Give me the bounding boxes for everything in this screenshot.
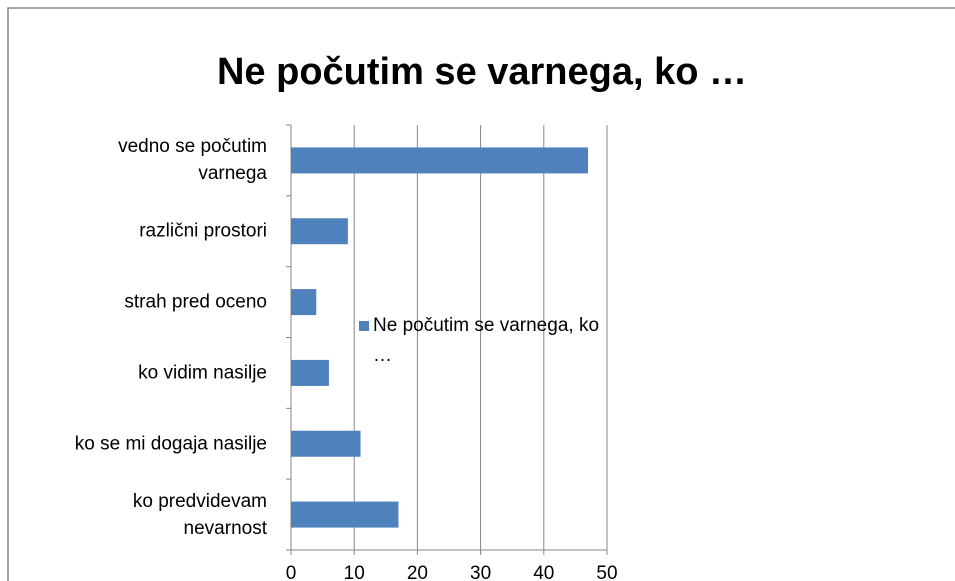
x-tick-label: 50 bbox=[596, 563, 617, 581]
y-tick-label: različni prostori bbox=[139, 220, 267, 242]
bar bbox=[291, 218, 348, 245]
chart-title: Ne počutim se varnega, ko … bbox=[217, 51, 747, 93]
x-tick-label: 20 bbox=[407, 563, 428, 581]
bar bbox=[291, 501, 399, 528]
bar bbox=[291, 359, 329, 386]
chart-border bbox=[7, 7, 955, 581]
y-tick-label: strah pred oceno bbox=[124, 291, 267, 313]
x-tick-label: 0 bbox=[286, 563, 297, 581]
bar bbox=[291, 289, 317, 316]
legend-label: Ne počutim se varnega, ko … bbox=[373, 315, 600, 366]
y-tick-label: ko predvidevam nevarnost bbox=[132, 490, 267, 539]
bar bbox=[291, 147, 589, 174]
legend-swatch bbox=[359, 321, 369, 331]
x-tick-label: 30 bbox=[470, 563, 491, 581]
y-tick-label: ko se mi dogaja nasilje bbox=[74, 433, 267, 455]
bar bbox=[291, 430, 361, 457]
x-tick-label: 10 bbox=[344, 563, 365, 581]
y-tick-label: vedno se počutim varnega bbox=[118, 136, 267, 185]
x-tick-label: 40 bbox=[533, 563, 554, 581]
y-tick-label: ko vidim nasilje bbox=[138, 362, 267, 384]
